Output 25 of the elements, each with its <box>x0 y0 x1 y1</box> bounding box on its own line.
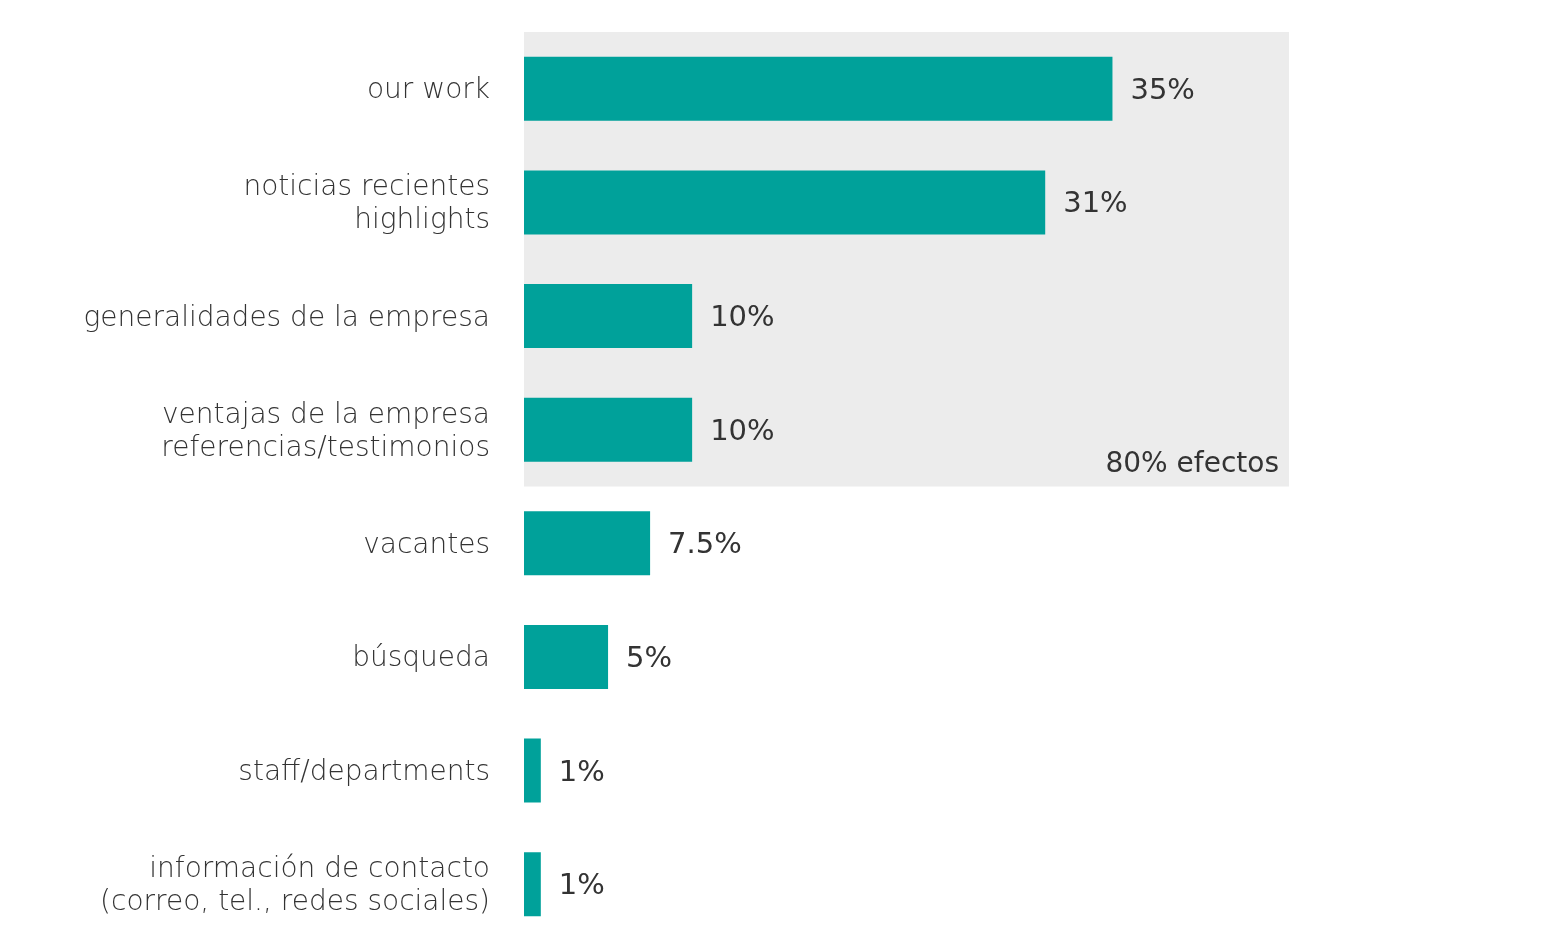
bar <box>524 852 541 917</box>
bar <box>524 170 1046 235</box>
data-label: 7.5% <box>668 526 742 561</box>
bar <box>524 624 609 689</box>
y-tick-label: vacantes <box>363 526 490 560</box>
band-label: 80% efectos <box>1105 446 1279 479</box>
y-tick-label: noticias recientes highlights <box>243 169 490 236</box>
data-label: 1% <box>558 867 605 902</box>
y-tick-label: búsqueda <box>352 640 490 674</box>
bar <box>524 397 693 462</box>
bar <box>524 56 1113 121</box>
bar <box>524 511 651 576</box>
y-tick-label: staff/departments <box>238 754 490 788</box>
data-label: 35% <box>1130 71 1195 106</box>
data-label: 10% <box>710 299 775 334</box>
bar <box>524 284 693 349</box>
data-label: 1% <box>558 753 605 788</box>
y-tick-label: ventajas de la empresa referencias/testimonios <box>161 396 490 463</box>
data-label: 31% <box>1063 185 1128 220</box>
y-tick-label: generalidades de la empresa <box>83 299 490 333</box>
bar <box>524 738 541 803</box>
y-tick-label: información de contacto (correo, tel., redes sociales) <box>100 851 490 918</box>
data-label: 5% <box>626 639 673 674</box>
data-label: 10% <box>710 412 775 447</box>
y-tick-label: our work <box>366 72 490 106</box>
